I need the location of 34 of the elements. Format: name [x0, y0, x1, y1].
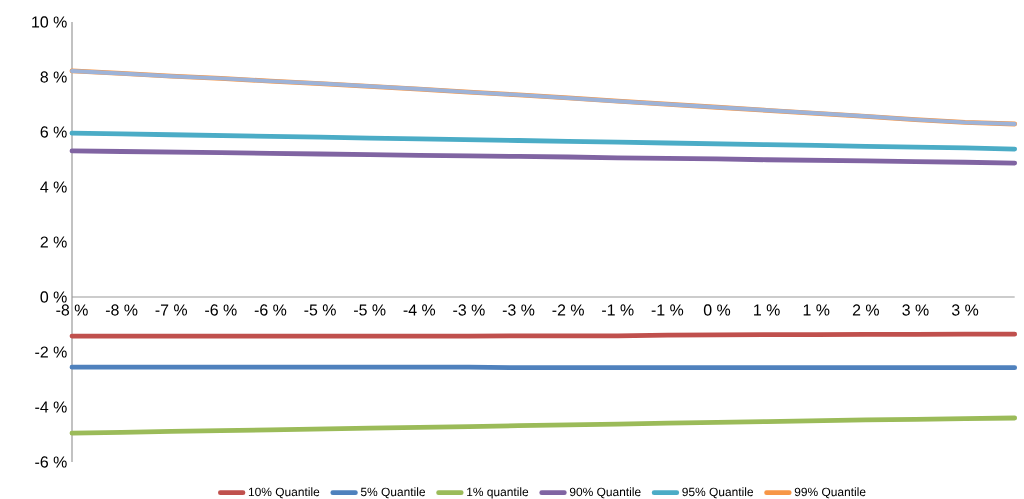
legend-label: 5% Quantile: [360, 487, 426, 499]
x-tick-label: -6 %: [205, 304, 237, 316]
x-tick-label: -8 %: [105, 304, 138, 316]
x-tick-label: -1 %: [651, 304, 684, 316]
x-tick-label: -5 %: [304, 304, 336, 316]
y-tick-label: 0 %: [40, 291, 67, 303]
y-tick-label: 2 %: [40, 236, 67, 248]
legend-label: 10% Quantile: [248, 487, 320, 499]
legend-label: 99% Quantile: [794, 487, 866, 499]
y-tick-label: -2 %: [35, 346, 67, 358]
x-tick-label: -3 %: [502, 304, 535, 316]
x-tick-label: 3 %: [951, 304, 979, 316]
y-tick-label: 10 %: [32, 16, 67, 28]
x-tick-label: 1 %: [754, 304, 780, 316]
y-tick-label: -4 %: [35, 401, 67, 413]
x-tick-label: -2 %: [552, 304, 584, 316]
x-tick-label: -3 %: [453, 304, 485, 316]
x-tick-label: -4 %: [403, 304, 436, 316]
x-tick-label: -6 %: [254, 304, 287, 316]
x-tick-label: -5 %: [354, 304, 386, 316]
x-tick-label: -8 %: [56, 304, 88, 316]
x-tick-label: 0 %: [703, 304, 731, 316]
legend-label: 90% Quantile: [569, 487, 641, 499]
y-tick-label: 4 %: [40, 181, 67, 193]
legend-label: 1% quantile: [467, 487, 529, 499]
x-tick-label: -7 %: [155, 304, 188, 316]
x-tick-label: 3 %: [902, 304, 929, 316]
x-tick-label: 1 %: [803, 304, 830, 316]
y-tick-label: 8 %: [40, 71, 67, 83]
legend-label: 95% Quantile: [682, 487, 754, 499]
y-tick-label: -6 %: [35, 456, 67, 468]
y-tick-label: 6 %: [40, 126, 67, 138]
x-tick-label: 2 %: [852, 304, 879, 316]
x-tick-label: -1 %: [602, 304, 634, 316]
